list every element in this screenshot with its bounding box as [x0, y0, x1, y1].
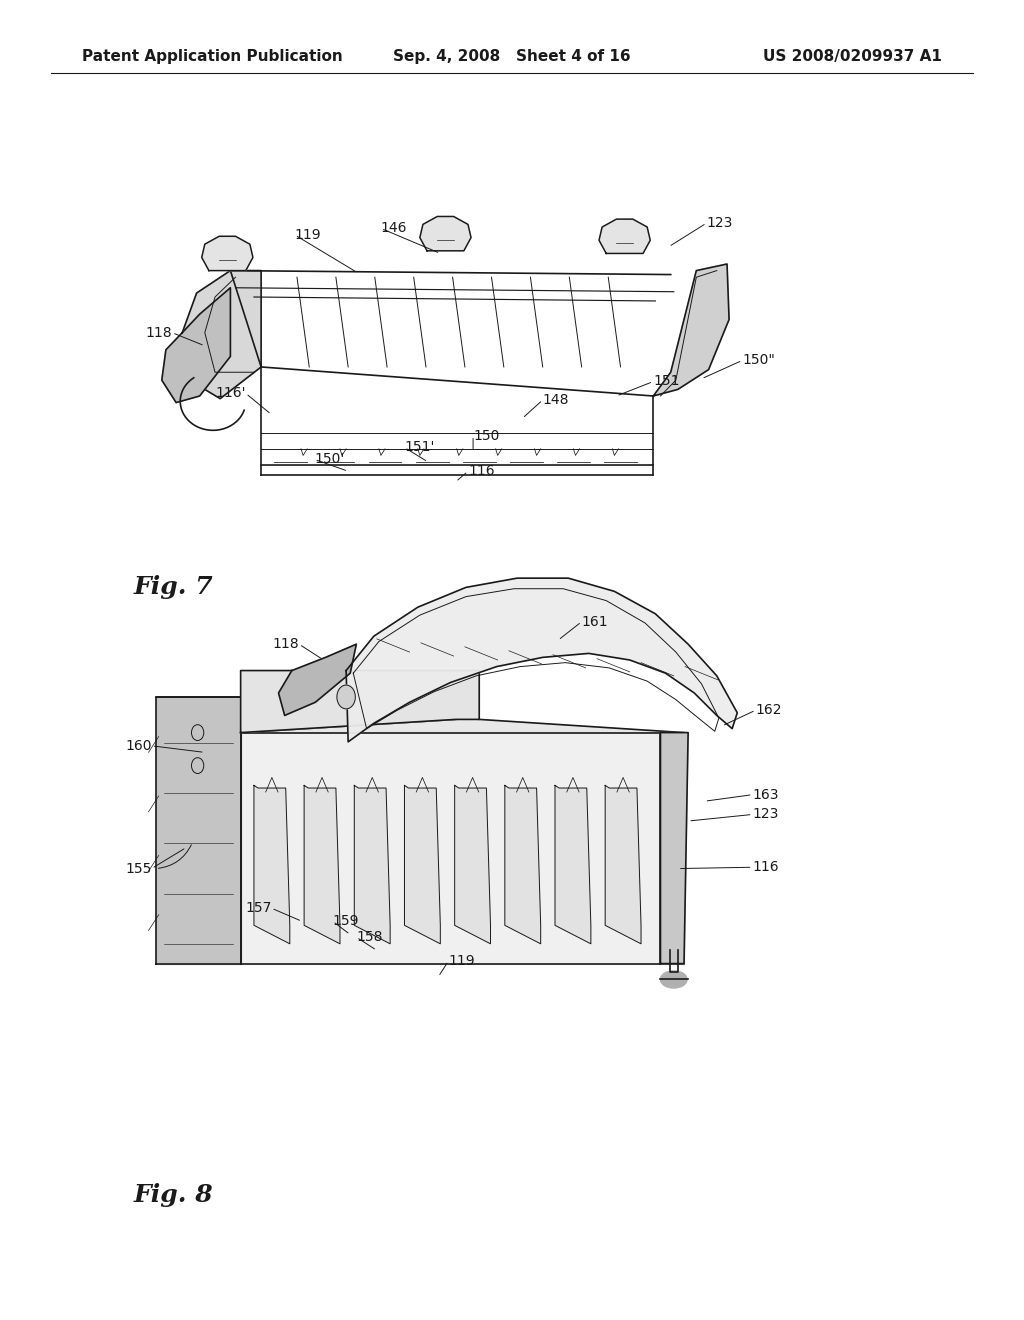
Polygon shape [420, 216, 471, 251]
Text: Fig. 8: Fig. 8 [133, 1183, 213, 1206]
Text: 157: 157 [245, 902, 271, 915]
Text: 151: 151 [653, 375, 680, 388]
Polygon shape [605, 785, 641, 944]
Text: 116: 116 [753, 861, 779, 874]
Polygon shape [241, 719, 684, 733]
Polygon shape [599, 219, 650, 253]
Text: 150: 150 [473, 429, 500, 442]
Text: 160: 160 [125, 739, 152, 752]
Ellipse shape [660, 972, 687, 987]
Text: 119: 119 [449, 954, 475, 968]
Text: 162: 162 [756, 704, 782, 717]
Circle shape [337, 685, 355, 709]
Text: US 2008/0209937 A1: US 2008/0209937 A1 [763, 49, 942, 65]
Text: 163: 163 [753, 788, 779, 801]
Polygon shape [241, 733, 660, 964]
Text: 150': 150' [314, 453, 345, 466]
Text: 123: 123 [707, 216, 733, 230]
Polygon shape [354, 785, 390, 944]
Text: 119: 119 [295, 228, 322, 242]
Polygon shape [404, 785, 440, 944]
Polygon shape [660, 733, 684, 964]
Text: 158: 158 [356, 931, 383, 944]
Text: 118: 118 [145, 326, 172, 339]
Polygon shape [156, 697, 241, 964]
Polygon shape [279, 644, 356, 715]
Text: 159: 159 [333, 915, 359, 928]
Text: Fig. 7: Fig. 7 [133, 576, 213, 599]
Text: 116': 116' [215, 387, 246, 400]
Polygon shape [241, 671, 479, 733]
Polygon shape [346, 578, 737, 742]
Polygon shape [254, 785, 290, 944]
Text: 123: 123 [753, 808, 779, 821]
Polygon shape [505, 785, 541, 944]
Text: 148: 148 [543, 393, 569, 407]
Polygon shape [653, 264, 729, 396]
Text: 116: 116 [468, 465, 495, 478]
Text: Sep. 4, 2008   Sheet 4 of 16: Sep. 4, 2008 Sheet 4 of 16 [393, 49, 631, 65]
Text: Patent Application Publication: Patent Application Publication [82, 49, 343, 65]
Polygon shape [304, 785, 340, 944]
Polygon shape [182, 271, 261, 399]
Text: 155: 155 [125, 862, 152, 875]
Polygon shape [162, 288, 230, 403]
Polygon shape [660, 733, 688, 964]
Polygon shape [202, 236, 253, 271]
Polygon shape [455, 785, 490, 944]
Text: 151': 151' [404, 441, 435, 454]
Text: 118: 118 [272, 638, 299, 651]
Text: 150": 150" [742, 354, 775, 367]
Text: 146: 146 [381, 222, 408, 235]
Text: 161: 161 [582, 615, 608, 628]
Polygon shape [555, 785, 591, 944]
